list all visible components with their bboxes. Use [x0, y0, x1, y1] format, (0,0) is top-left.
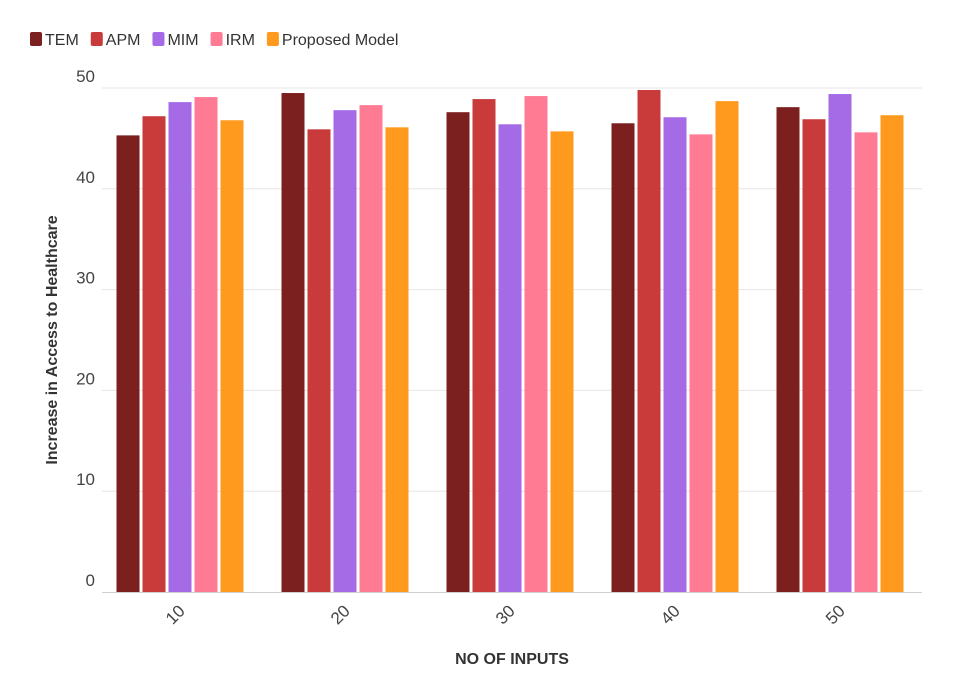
legend-label: APM — [106, 32, 141, 49]
bar-mim-10 — [168, 102, 192, 592]
y-axis-title: Increase in Access to Healthcare — [44, 215, 61, 464]
bar-irm-30 — [524, 96, 548, 593]
bar-irm-50 — [854, 132, 878, 593]
legend-swatch — [90, 32, 103, 46]
legend-label: MIM — [167, 32, 198, 49]
bar-proposed-model-30 — [550, 131, 574, 592]
bar-tem-50 — [776, 107, 800, 592]
y-tick-label: 20 — [76, 369, 95, 388]
legend-swatch — [152, 32, 165, 46]
bar-apm-30 — [472, 99, 496, 592]
x-tick-label: 30 — [492, 601, 519, 628]
bar-tem-40 — [611, 123, 635, 592]
y-axis-ticks: 0 10 20 30 40 50 — [76, 67, 95, 590]
legend-swatch — [266, 32, 279, 46]
legend-item-apm: APM — [90, 32, 141, 49]
legend-label: Proposed Model — [282, 32, 399, 49]
bar-proposed-model-20 — [385, 127, 409, 592]
legend-item-proposed-model: Proposed Model — [266, 32, 399, 49]
x-tick-label: 40 — [657, 601, 684, 628]
bar-proposed-model-40 — [715, 101, 739, 592]
x-axis-title: NO OF INPUTS — [455, 651, 569, 668]
bars — [116, 90, 904, 593]
legend-swatch — [210, 32, 223, 46]
y-tick-label: 0 — [86, 571, 95, 590]
bar-proposed-model-10 — [220, 120, 244, 593]
y-tick-label: 30 — [76, 269, 95, 288]
legend-label: TEM — [45, 32, 79, 49]
bar-irm-10 — [194, 97, 218, 593]
bar-mim-40 — [663, 117, 687, 593]
bar-tem-10 — [116, 135, 140, 592]
legend-label: IRM — [226, 32, 255, 49]
legend-item-mim: MIM — [152, 32, 199, 49]
x-axis-ticks: 10 20 30 40 50 — [162, 601, 849, 628]
x-tick-label: 10 — [162, 601, 189, 628]
x-tick-label: 20 — [327, 601, 354, 628]
bar-apm-10 — [142, 116, 166, 592]
bar-irm-20 — [359, 105, 383, 593]
y-tick-label: 40 — [76, 168, 95, 187]
bar-tem-20 — [281, 93, 305, 592]
bar-proposed-model-50 — [880, 115, 904, 592]
bar-mim-50 — [828, 94, 852, 592]
bar-apm-40 — [637, 90, 661, 593]
legend: TEM APM MIM IRM Proposed Model — [30, 32, 398, 49]
legend-swatch — [30, 32, 42, 46]
y-tick-label: 10 — [76, 470, 95, 489]
bar-irm-40 — [689, 134, 713, 593]
bar-apm-50 — [802, 119, 826, 593]
legend-item-irm: IRM — [210, 32, 255, 49]
bar-apm-20 — [307, 129, 331, 592]
bar-tem-30 — [446, 112, 470, 592]
legend-item-tem: TEM — [30, 32, 79, 49]
bar-mim-20 — [333, 110, 357, 593]
bar-mim-30 — [498, 124, 522, 593]
y-tick-label: 50 — [76, 67, 95, 86]
x-tick-label: 50 — [822, 601, 849, 628]
